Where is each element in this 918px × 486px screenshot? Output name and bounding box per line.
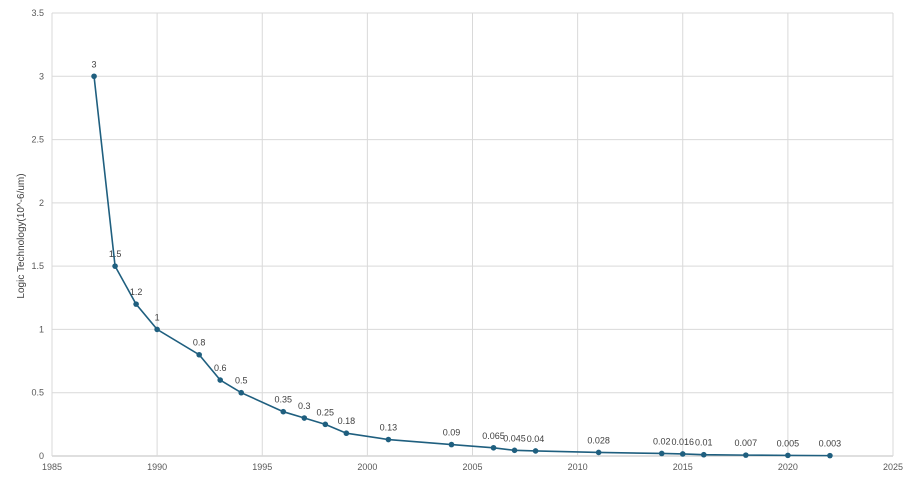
data-point [658, 450, 665, 457]
data-label: 0.5 [235, 376, 248, 386]
data-point [785, 452, 791, 459]
x-tick-label: 2020 [778, 462, 798, 472]
data-label: 1.2 [130, 287, 143, 297]
x-tick-label: 1995 [252, 462, 272, 472]
data-label: 0.01 [695, 438, 713, 448]
grid [51, 12, 894, 457]
data-point [490, 444, 497, 451]
x-axis-ticks: 1985 1990 1995 2000 2005 2010 2015 2020 2025 [42, 462, 903, 472]
y-axis-title: Logic Technology(10^-6/um) [16, 173, 27, 298]
data-point [91, 73, 97, 80]
data-label: 0.35 [275, 395, 293, 405]
data-point [827, 452, 833, 459]
data-point [238, 389, 245, 396]
data-label: 0.005 [777, 438, 800, 448]
data-label: 0.6 [214, 363, 227, 373]
y-tick-label: 3 [39, 71, 44, 81]
data-label: 0.25 [317, 407, 335, 417]
y-tick-label: 3.5 [31, 8, 44, 18]
series [91, 73, 833, 459]
data-point [280, 408, 287, 415]
data-label: 1 [155, 312, 160, 322]
data-label: 0.3 [298, 401, 311, 411]
y-tick-label: 0 [39, 451, 44, 461]
data-label: 0.04 [527, 434, 545, 444]
data-point [448, 441, 455, 448]
y-tick-label: 0.5 [31, 388, 44, 398]
data-labels: 3 1.5 1.2 1 0.8 0.6 0.5 0.35 0.3 0.250.18 0.13 0.09… [92, 59, 842, 448]
data-point [133, 301, 139, 307]
y-tick-label: 1 [39, 324, 44, 334]
data-point [532, 448, 539, 454]
data-label: 0.02 [653, 436, 671, 446]
data-point [322, 421, 329, 428]
x-tick-label: 2015 [673, 462, 693, 472]
y-tick-label: 2 [39, 198, 44, 208]
data-label: 0.007 [735, 438, 758, 448]
data-label: 0.065 [482, 431, 505, 441]
data-point [343, 430, 350, 437]
data-point [154, 326, 160, 333]
y-tick-label: 2.5 [31, 135, 44, 145]
data-point [679, 451, 686, 457]
data-point [301, 415, 308, 421]
data-point [385, 436, 392, 443]
data-point [217, 377, 223, 383]
x-tick-label: 2005 [462, 462, 482, 472]
data-label: 0.13 [380, 423, 398, 433]
data-label: 0.016 [671, 437, 694, 447]
data-label: 0.028 [587, 435, 610, 445]
y-axis-ticks: 0 0.5 1 1.5 2 2.5 3 3.5 [31, 8, 44, 461]
data-label: 0.045 [503, 433, 526, 443]
data-point [196, 351, 202, 358]
data-point [112, 263, 118, 269]
x-tick-label: 1990 [147, 462, 167, 472]
data-label: 0.8 [193, 338, 206, 348]
data-label: 0.09 [443, 428, 461, 438]
data-label: 1.5 [109, 249, 122, 259]
data-point [700, 451, 707, 458]
data-point [511, 447, 518, 454]
data-label: 3 [92, 59, 97, 69]
data-point [743, 452, 749, 458]
x-tick-label: 2025 [883, 462, 903, 472]
x-tick-label: 2000 [357, 462, 377, 472]
data-label: 0.003 [819, 439, 842, 449]
y-tick-label: 1.5 [31, 261, 44, 271]
x-tick-label: 1985 [42, 462, 62, 472]
data-point [595, 449, 602, 456]
x-tick-label: 2010 [568, 462, 588, 472]
data-label: 0.18 [338, 416, 356, 426]
